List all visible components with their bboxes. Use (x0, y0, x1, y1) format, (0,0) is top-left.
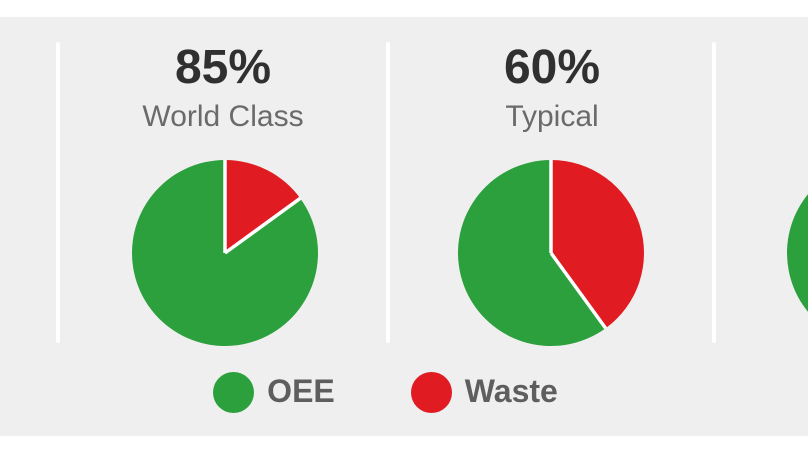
oee-percentage-world-class: 85% (174, 41, 272, 94)
legend-item-oee: OEE (213, 371, 335, 413)
oee-legend-label: OEE (267, 372, 335, 409)
waste-legend-label: Waste (464, 372, 558, 409)
oee-category-label-world-class: World Class (142, 100, 304, 133)
oee-percentage-typical: 60% (503, 41, 601, 94)
column-divider-right (712, 42, 716, 343)
pie-column-typical: 60% Typical (390, 0, 714, 360)
pie-chart-world-class (131, 160, 318, 346)
pie-chart-partial (787, 194, 808, 312)
infographic-panel (0, 17, 808, 436)
legend-item-waste: Waste (410, 371, 558, 413)
pie-chart-typical (457, 160, 644, 346)
column-divider-left (56, 42, 60, 343)
oee-legend-swatch-icon (213, 371, 255, 413)
column-divider-middle (386, 42, 390, 343)
waste-legend-swatch-icon (410, 371, 452, 413)
chart-legend: OEE Waste (57, 370, 714, 414)
pie-column-world-class: 85% World Class (57, 0, 389, 360)
oee-category-label-typical: Typical (505, 100, 599, 133)
